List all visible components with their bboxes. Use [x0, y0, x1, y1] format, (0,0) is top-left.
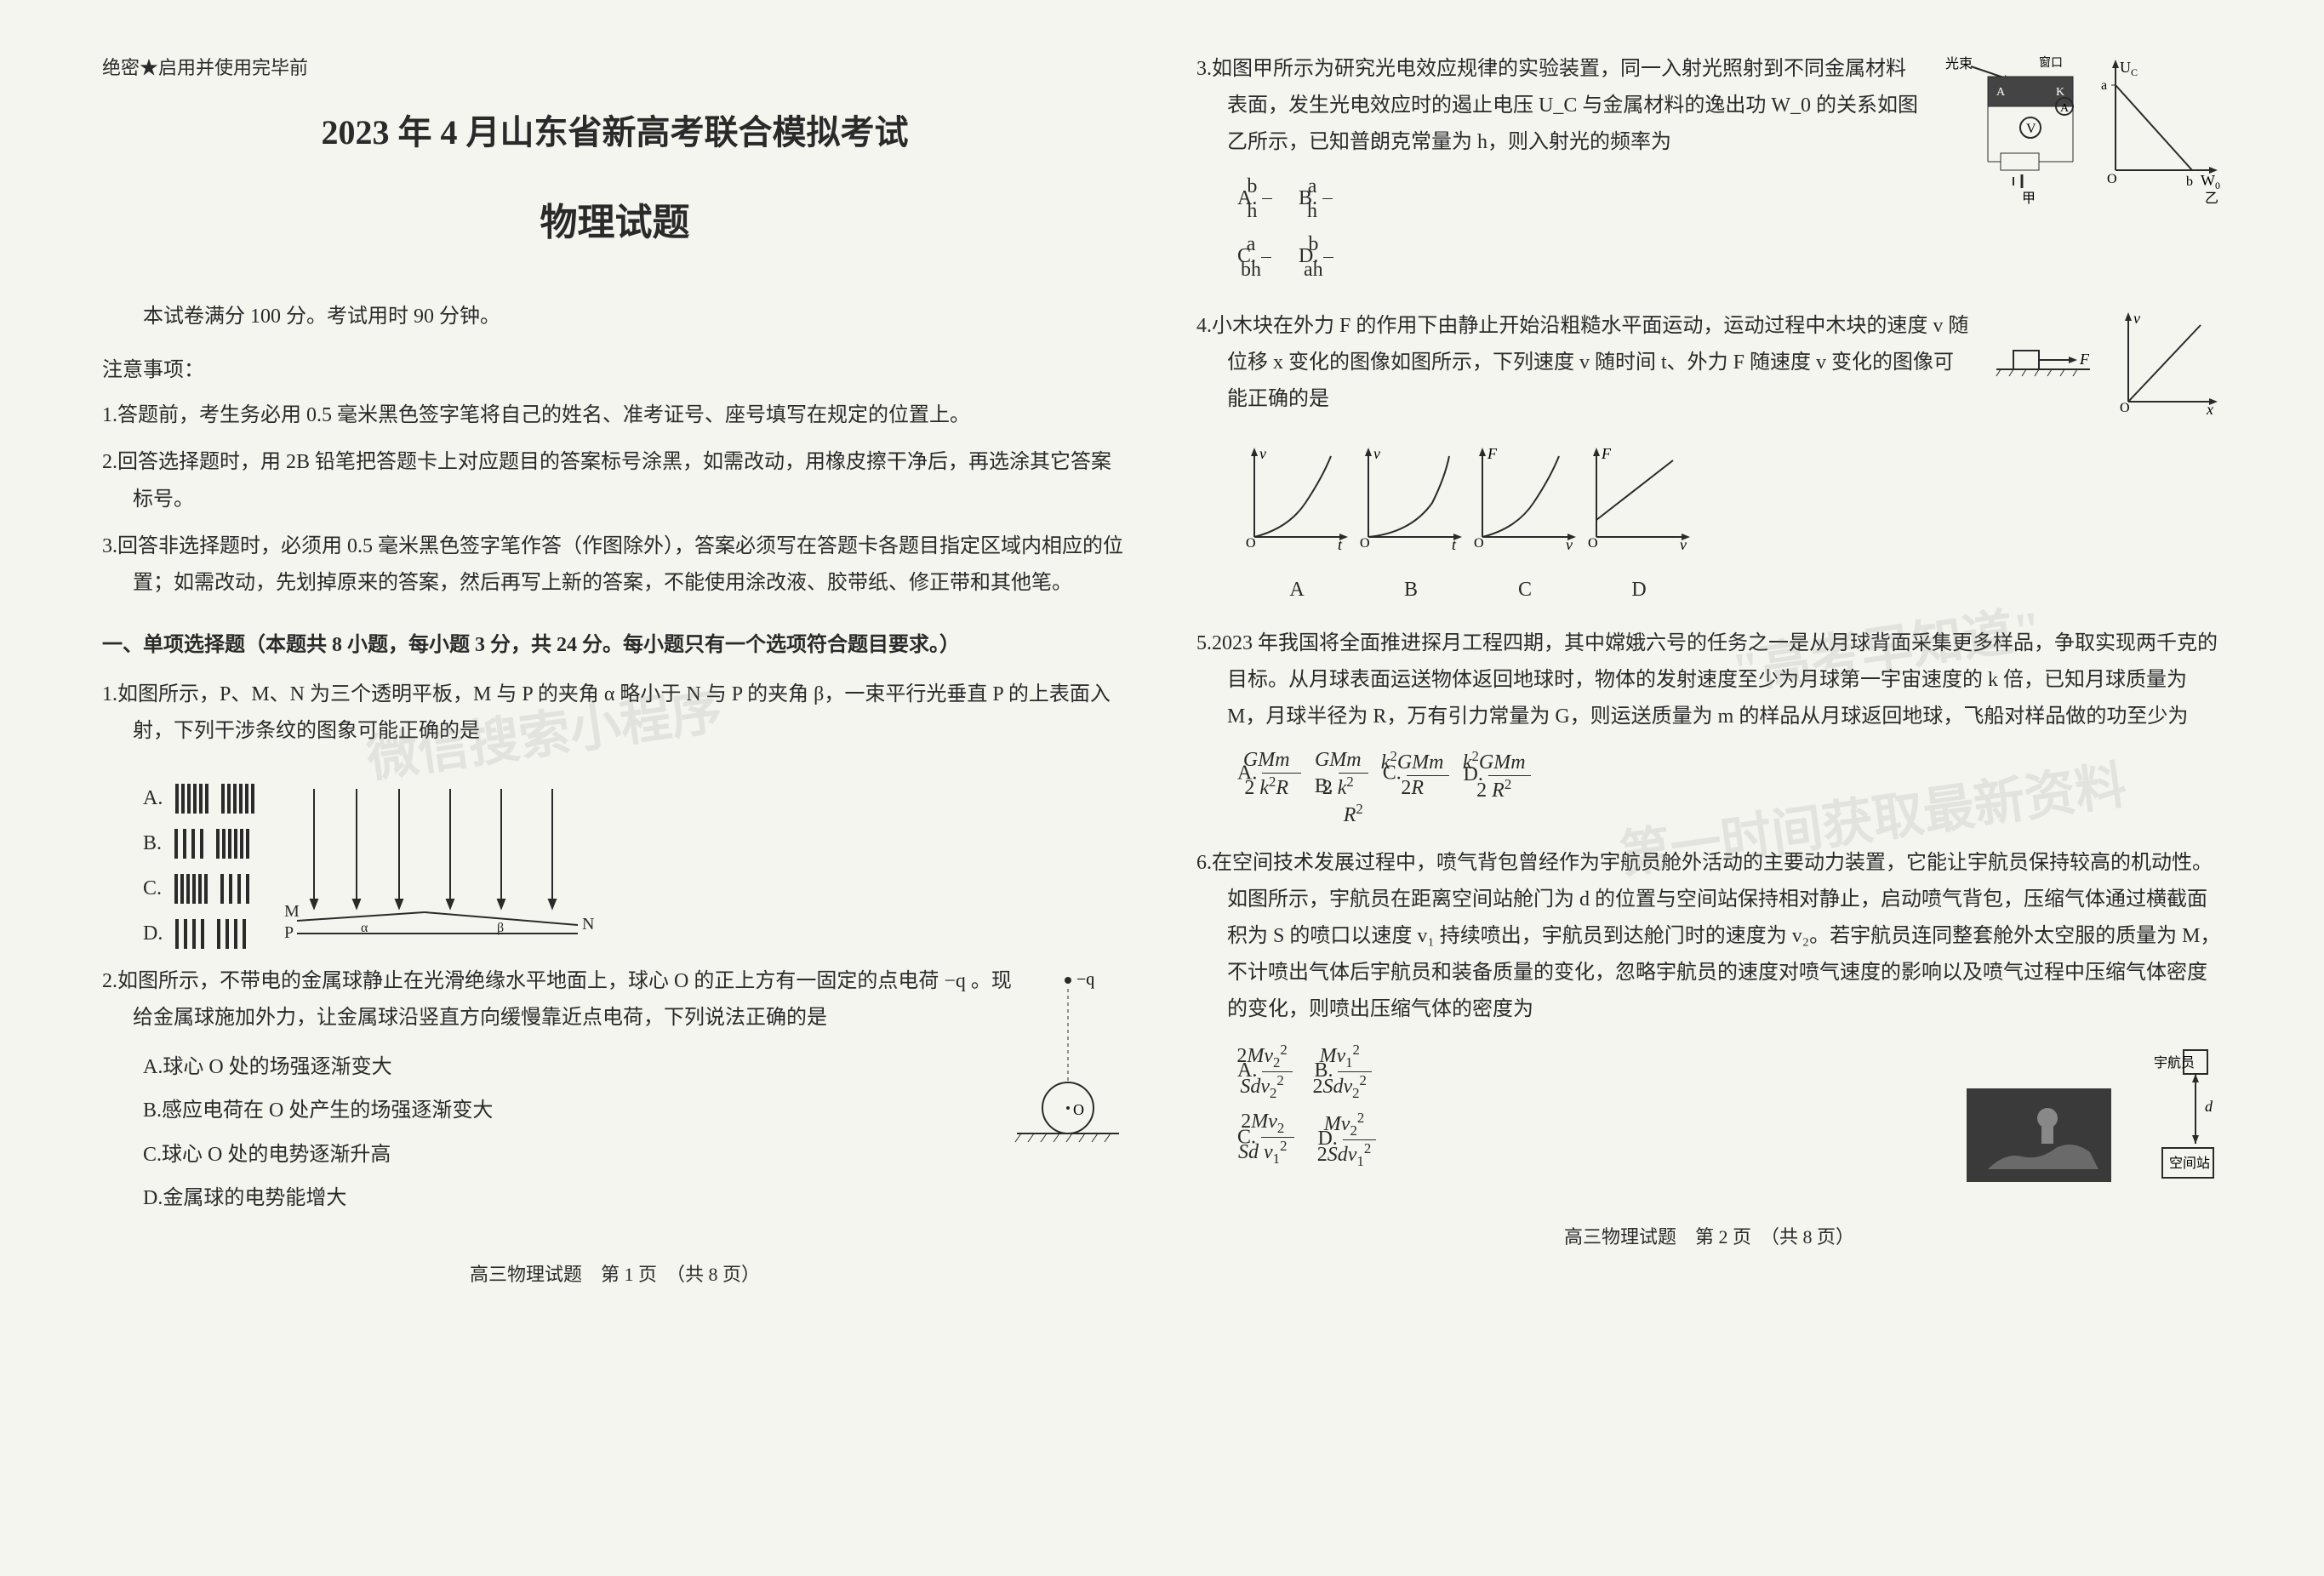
q3-option-c: C. abh [1268, 232, 1278, 283]
svg-text:v: v [1680, 536, 1687, 553]
q2-option-a: A.球心 O 处的场强逐渐变大 [133, 1049, 1022, 1086]
svg-text:UC: UC [2120, 59, 2138, 78]
subject-title: 物理试题 [102, 189, 1128, 256]
q1-option-d: D. [102, 916, 254, 952]
q4-diagram-main: F v O x [1988, 308, 2222, 431]
svg-text:d: d [2205, 1098, 2213, 1115]
svg-text:O: O [1474, 536, 1484, 551]
svg-text:W0: W0 [2201, 172, 2220, 191]
q2-option-b: B.感应电荷在 O 处产生的场强逐渐变大 [133, 1093, 1022, 1129]
q1-text: 1.如图所示，P、M、N 为三个透明平板，M 与 P 的夹角 α 略小于 N 与… [133, 677, 1128, 750]
q3-option-d: D. bah [1329, 232, 1339, 283]
q4-text: 4.小木块在外力 F 的作用下由静止开始沿粗糙水平面运动，运动过程中木块的速度 … [1227, 308, 1971, 419]
svg-text:乙: 乙 [2205, 191, 2218, 204]
q6-diagram: 宇航员 d 空间站 [1962, 1042, 2222, 1186]
svg-text:V: V [2026, 122, 2036, 136]
svg-text:O: O [1073, 1101, 1084, 1118]
svg-text:甲: 甲 [2022, 191, 2036, 204]
svg-text:−q: −q [1076, 970, 1094, 989]
question-5: 5.2023 年我国将全面推进探月工程四期，其中嫦娥六号的任务之一是从月球背面采… [1196, 625, 2222, 828]
svg-text:A: A [2060, 102, 2070, 115]
svg-text:F: F [2079, 351, 2090, 368]
q4-options-graphs: vOt A vOt B FOv C [1227, 443, 2222, 608]
q1-option-b: B. [102, 825, 254, 862]
q6-option-b: B. Mv122Sdv22 [1345, 1042, 1378, 1102]
q1-diagram: M P N α β [280, 780, 603, 963]
main-title: 2023 年 4 月山东省新高考联合模拟考试 [102, 102, 1128, 163]
svg-text:x: x [2206, 401, 2213, 418]
notice-2: 2.回答选择题时，用 2B 铅笔把答题卡上对应题目的答案标号涂黑，如需改动，用橡… [102, 444, 1128, 517]
svg-text:α: α [361, 921, 368, 935]
svg-text:O: O [1246, 536, 1256, 551]
q2-text: 2.如图所示，不带电的金属球静止在光滑绝缘水平地面上，球心 O 的正上方有一固定… [133, 963, 1022, 1036]
q3-diagram: 光束 窗口 AK V A 甲 [1937, 51, 2222, 291]
svg-text:O: O [2107, 172, 2117, 186]
page-1-footer: 高三物理试题 第 1 页 （共 8 页） [102, 1258, 1128, 1292]
svg-text:v: v [1373, 445, 1380, 462]
q2-option-d: D.金属球的电势能增大 [133, 1180, 1022, 1217]
confidential-label: 绝密★启用并使用完毕前 [102, 51, 1128, 85]
q5-option-d: D. k2GMm2 R2 [1493, 748, 1536, 827]
page-1: 绝密★启用并使用完毕前 2023 年 4 月山东省新高考联合模拟考试 物理试题 … [68, 51, 1162, 1542]
section-1-header: 一、单项选择题（本题共 8 小题，每小题 3 分，共 24 分。每小题只有一个选… [102, 627, 1128, 664]
q1-option-c: C. [102, 871, 254, 907]
q3-option-b: B. ah [1329, 174, 1339, 225]
svg-text:A: A [1996, 86, 2006, 99]
q5-text: 5.2023 年我国将全面推进探月工程四期，其中嫦娥六号的任务之一是从月球背面采… [1227, 625, 2222, 736]
svg-text:P: P [284, 923, 294, 942]
q5-option-b: B. GMm2 k2 R2 [1345, 748, 1375, 827]
question-6: 6.在空间技术发展过程中，喷气背包曾经作为宇航员舱外活动的主要动力装置，它能让宇… [1196, 845, 2222, 1186]
notice-1: 1.答题前，考生务必用 0.5 毫米黑色签字笔将自己的姓名、准考证号、座号填写在… [102, 397, 1128, 434]
svg-text:b: b [2186, 174, 2193, 189]
notice-header: 注意事项： [102, 352, 1128, 389]
q2-option-c: C.球心 O 处的电势逐渐升高 [133, 1137, 1022, 1173]
svg-text:F: F [1487, 445, 1498, 462]
q6-text: 6.在空间技术发展过程中，喷气背包曾经作为宇航员舱外活动的主要动力装置，它能让宇… [1227, 845, 2222, 1029]
q5-option-c: C. k2GMm2R [1413, 748, 1456, 827]
q3-option-a: A. bh [1268, 174, 1278, 225]
svg-text:O: O [1588, 536, 1598, 551]
svg-text:O: O [2120, 401, 2130, 415]
svg-text:O: O [1360, 536, 1370, 551]
svg-text:光束: 光束 [1945, 56, 1973, 71]
svg-text:窗口: 窗口 [2039, 55, 2063, 70]
q6-option-c: C. 2Mv2Sd v12 [1268, 1110, 1301, 1170]
svg-text:空间站: 空间站 [2169, 1156, 2210, 1171]
question-3: 3.如图甲所示为研究光电效应规律的实验装置，同一入射光照射到不同金属材料表面，发… [1196, 51, 2222, 291]
svg-text:v: v [1566, 536, 1573, 553]
q1-option-a: A. [102, 780, 254, 817]
question-4: 4.小木块在外力 F 的作用下由静止开始沿粗糙水平面运动，运动过程中木块的速度 … [1196, 308, 2222, 608]
svg-text:K: K [2056, 86, 2064, 99]
svg-text:v: v [1259, 445, 1266, 462]
page-2-footer: 高三物理试题 第 2 页 （共 8 页） [1196, 1220, 2222, 1254]
svg-text:宇航员: 宇航员 [2154, 1055, 2195, 1071]
svg-text:v: v [2133, 310, 2140, 327]
question-2: 2.如图所示，不带电的金属球静止在光滑绝缘水平地面上，球心 O 的正上方有一固定… [102, 963, 1128, 1224]
svg-text:F: F [1601, 445, 1612, 462]
svg-text:a: a [2101, 78, 2107, 93]
svg-text:M: M [284, 902, 300, 921]
page-2: 3.如图甲所示为研究光电效应规律的实验装置，同一入射光照射到不同金属材料表面，发… [1162, 51, 2256, 1542]
q6-option-d: D. Mv222Sdv12 [1348, 1110, 1381, 1170]
svg-text:β: β [497, 921, 504, 935]
q2-diagram: −q O [1039, 963, 1128, 1224]
q5-option-a: A. GMm2 k2R [1268, 748, 1307, 827]
q6-option-a: A. 2Mv22Sdv22 [1268, 1042, 1298, 1102]
notice-3: 3.回答非选择题时，必须用 0.5 毫米黑色签字笔作答（作图除外），答案必须写在… [102, 528, 1128, 602]
question-1: 1.如图所示，P、M、N 为三个透明平板，M 与 P 的夹角 α 略小于 N 与… [102, 677, 1128, 762]
svg-text:N: N [582, 915, 594, 934]
q3-text: 3.如图甲所示为研究光电效应规律的实验装置，同一入射光照射到不同金属材料表面，发… [1227, 51, 1920, 162]
score-time: 本试卷满分 100 分。考试用时 90 分钟。 [102, 299, 1128, 335]
